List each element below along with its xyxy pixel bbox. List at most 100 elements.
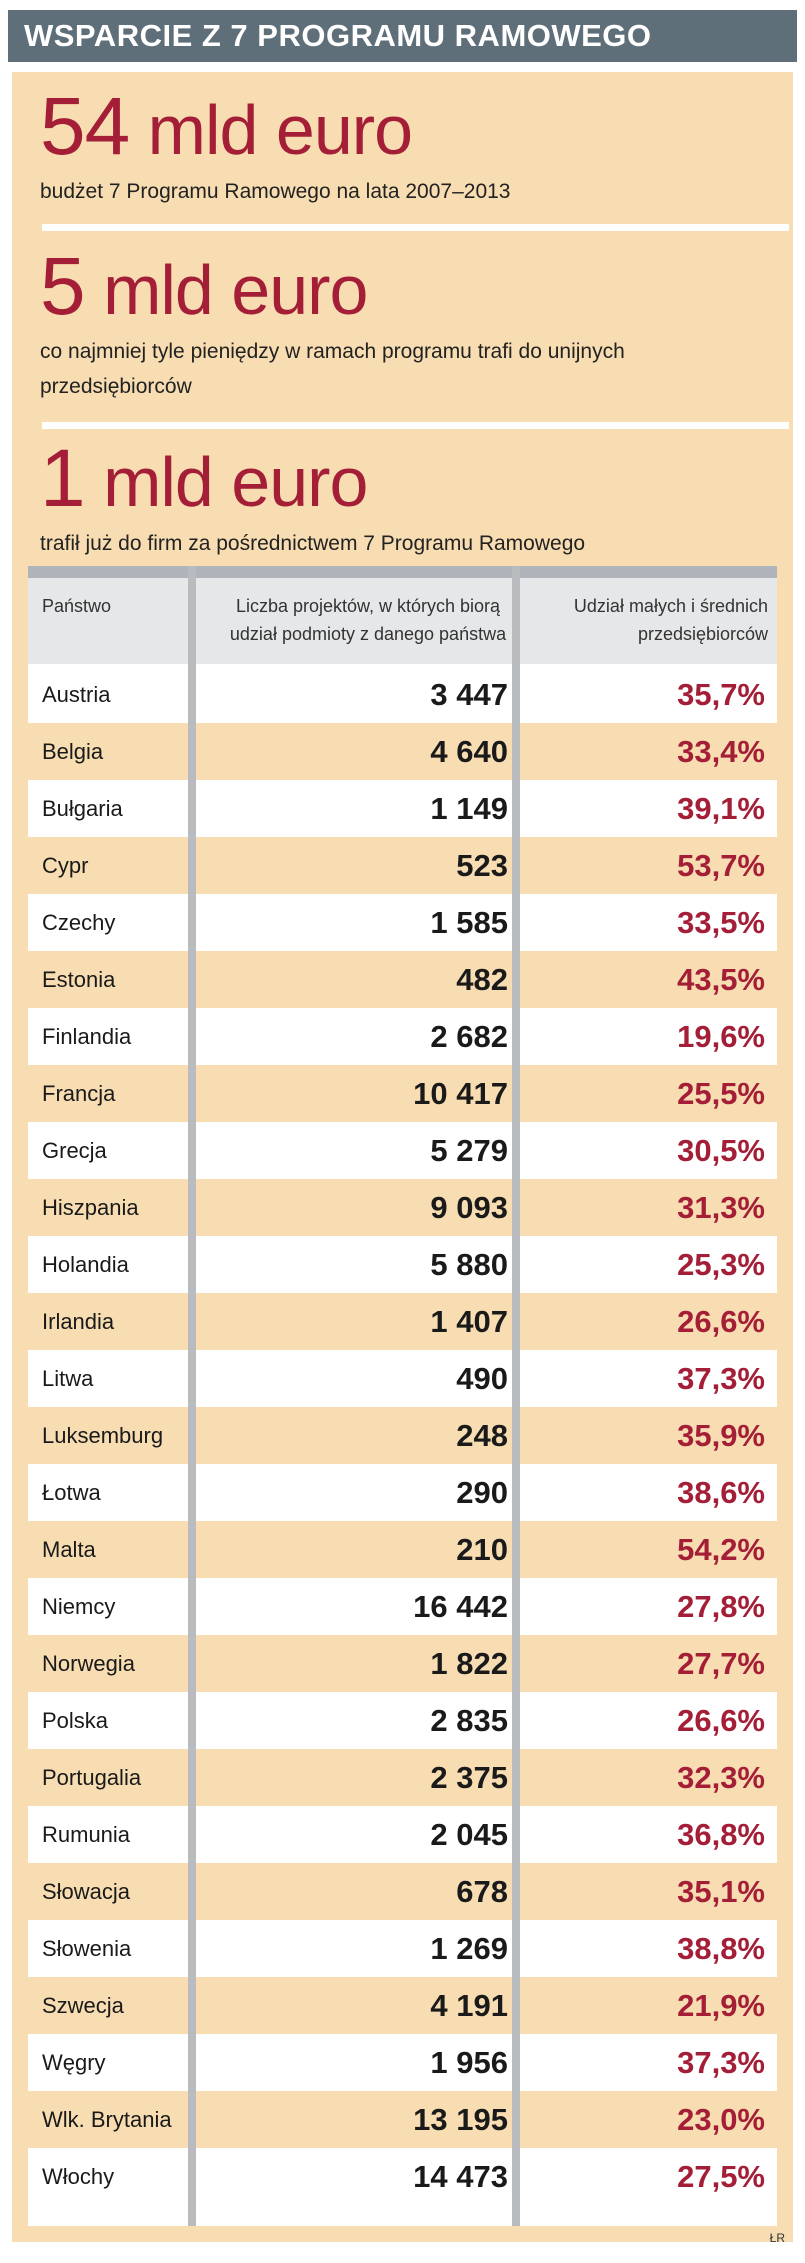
country-cell: Bułgaria [42, 796, 123, 821]
table-row: Irlandia 1 407 26,6% [28, 1293, 777, 1350]
header-country: Państwo [42, 596, 112, 616]
country-cell: Austria [42, 682, 111, 707]
country-cell: Słowacja [42, 1879, 131, 1904]
country-cell: Francja [42, 1081, 116, 1106]
table-row: Hiszpania 9 093 31,3% [28, 1179, 777, 1236]
sme-share-cell: 53,7% [677, 848, 765, 883]
sme-share-cell: 33,5% [677, 905, 765, 940]
country-cell: Szwecja [42, 1993, 124, 2018]
country-cell: Norwegia [42, 1651, 135, 1676]
sme-share-cell: 37,3% [677, 2045, 765, 2080]
header-sme-share: Udział małych i średnich przedsiębiorców [573, 596, 768, 644]
projects-cell: 4 640 [430, 734, 508, 769]
country-cell: Niemcy [42, 1594, 116, 1619]
sme-share-cell: 39,1% [677, 791, 765, 826]
stat-unit: mld euro [103, 251, 368, 329]
projects-cell: 9 093 [430, 1190, 508, 1225]
projects-cell: 1 269 [430, 1931, 508, 1966]
projects-cell: 1 585 [430, 905, 508, 940]
projects-cell: 1 956 [430, 2045, 508, 2080]
page-title: WSPARCIE Z 7 PROGRAMU RAMOWEGO [24, 18, 652, 53]
stat-unit: mld euro [103, 443, 368, 521]
projects-cell: 248 [456, 1418, 508, 1453]
stat-number: 54 [40, 81, 130, 172]
country-cell: Estonia [42, 967, 116, 992]
table-row: Włochy 14 473 27,5% [28, 2148, 777, 2205]
projects-cell: 1 822 [430, 1646, 508, 1681]
sme-share-cell: 25,3% [677, 1247, 765, 1282]
projects-cell: 678 [456, 1874, 508, 1909]
projects-cell: 14 473 [413, 2159, 508, 2194]
stat-number: 5 [40, 241, 86, 332]
stat-number: 1 [40, 433, 86, 524]
divider [42, 224, 789, 231]
country-cell: Słowenia [42, 1936, 132, 1961]
projects-cell: 1 407 [430, 1304, 508, 1339]
table-row: Luksemburg 248 35,9% [28, 1407, 777, 1464]
sme-share-cell: 36,8% [677, 1817, 765, 1852]
country-cell: Grecja [42, 1138, 107, 1163]
table-row: Łotwa 290 38,6% [28, 1464, 777, 1521]
stat-sme: 5 mld euro co najmniej tyle pieniędzy w … [40, 246, 740, 404]
country-cell: Rumunia [42, 1822, 131, 1847]
stat-firms: 1 mld euro trafił już do firm za pośredn… [40, 438, 740, 561]
projects-cell: 2 045 [430, 1817, 508, 1852]
projects-cell: 5 279 [430, 1133, 508, 1168]
table-row: Niemcy 16 442 27,8% [28, 1578, 777, 1635]
sme-share-cell: 26,6% [677, 1304, 765, 1339]
country-cell: Czechy [42, 910, 116, 935]
title-bar: WSPARCIE Z 7 PROGRAMU RAMOWEGO [8, 10, 797, 62]
table-row: Finlandia 2 682 19,6% [28, 1008, 777, 1065]
country-cell: Cypr [42, 853, 89, 878]
country-cell: Wlk. Brytania [42, 2107, 172, 2132]
country-cell: Węgry [42, 2050, 106, 2075]
stat-description: trafił już do firm za pośrednictwem 7 Pr… [40, 532, 586, 555]
header-projects: Liczba projektów, w których biorą udział… [229, 596, 507, 644]
sme-share-cell: 35,7% [677, 677, 765, 712]
table-row: Węgry 1 956 37,3% [28, 2034, 777, 2091]
table-row: Grecja 5 279 30,5% [28, 1122, 777, 1179]
projects-cell: 1 149 [430, 791, 508, 826]
projects-cell: 210 [456, 1532, 508, 1567]
projects-table: Państwo Liczba projektów, w których bior… [28, 566, 777, 2226]
sme-share-cell: 30,5% [677, 1133, 765, 1168]
projects-cell: 290 [456, 1475, 508, 1510]
projects-cell: 10 417 [413, 1076, 508, 1111]
sme-share-cell: 38,6% [677, 1475, 765, 1510]
sme-share-cell: 43,5% [677, 962, 765, 997]
table-row: Norwegia 1 822 27,7% [28, 1635, 777, 1692]
credit: ŁR [769, 2231, 785, 2245]
sme-share-cell: 23,0% [677, 2102, 765, 2137]
table-row: Malta 210 54,2% [28, 1521, 777, 1578]
sme-share-cell: 27,8% [677, 1589, 765, 1624]
table-row: Francja 10 417 25,5% [28, 1065, 777, 1122]
sme-share-cell: 21,9% [677, 1988, 765, 2023]
table-row: Portugalia 2 375 32,3% [28, 1749, 777, 1806]
sme-share-cell: 26,6% [677, 1703, 765, 1738]
sme-share-cell: 33,4% [677, 734, 765, 769]
table-header: Państwo Liczba projektów, w których bior… [28, 566, 777, 664]
projects-cell: 523 [456, 848, 508, 883]
country-cell: Portugalia [42, 1765, 142, 1790]
table-row: Austria 3 447 35,7% [28, 666, 777, 723]
sme-share-cell: 38,8% [677, 1931, 765, 1966]
table-row: Czechy 1 585 33,5% [28, 894, 777, 951]
country-cell: Włochy [42, 2164, 115, 2189]
projects-cell: 16 442 [413, 1589, 508, 1624]
country-cell: Hiszpania [42, 1195, 139, 1220]
table-row: Słowacja 678 35,1% [28, 1863, 777, 1920]
table-row: Szwecja 4 191 21,9% [28, 1977, 777, 2034]
sme-share-cell: 35,1% [677, 1874, 765, 1909]
projects-cell: 482 [456, 962, 508, 997]
column-divider [512, 566, 520, 2226]
table-row: Rumunia 2 045 36,8% [28, 1806, 777, 1863]
country-cell: Litwa [42, 1366, 94, 1391]
projects-cell: 490 [456, 1361, 508, 1396]
projects-cell: 4 191 [430, 1988, 508, 2023]
country-cell: Holandia [42, 1252, 129, 1277]
table-row: Litwa 490 37,3% [28, 1350, 777, 1407]
sme-share-cell: 32,3% [677, 1760, 765, 1795]
country-cell: Malta [42, 1537, 96, 1562]
sme-share-cell: 19,6% [677, 1019, 765, 1054]
projects-cell: 2 682 [430, 1019, 508, 1054]
